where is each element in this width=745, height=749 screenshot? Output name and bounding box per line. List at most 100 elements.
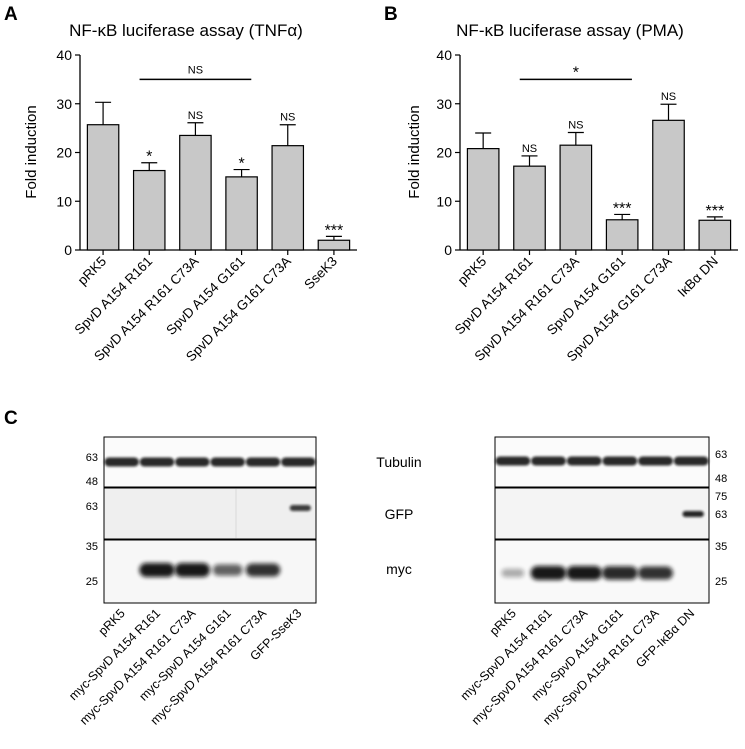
chart-a-category-label: SseK3	[301, 254, 340, 293]
chart-a-category-label: SpvD A154 R161	[72, 254, 156, 338]
blot-right-marker-63-tubulin: 63	[715, 449, 727, 461]
chart-a-ylabel: Fold induction	[23, 105, 40, 198]
blot-right-gfp-bands	[682, 511, 704, 517]
chart-b-title: NF-κB luciferase assay (PMA)	[456, 21, 684, 40]
blot-right-myc-band	[638, 566, 673, 580]
chart-a-category-label: pRK5	[75, 254, 109, 288]
blot-right-marker-48-tubulin: 48	[715, 473, 727, 485]
chart-a-bar	[86, 124, 120, 251]
blot-left-tubulin-bands	[104, 457, 316, 467]
blot-row-label-gfp: GFP	[385, 506, 414, 522]
blot-right-lane-label: pRK5	[487, 606, 519, 638]
blot-right-marker-75-gfp: 75	[715, 491, 727, 503]
blot-left-marker-63-tubulin: 63	[86, 452, 98, 464]
chart-b-bar	[698, 219, 732, 251]
blot-left-marker-48-tubulin: 48	[86, 476, 98, 488]
blot-row-label-myc: myc	[386, 561, 412, 577]
chart-b-category-label: SpvD A154 G161	[544, 254, 628, 338]
chart-b-bar	[466, 148, 500, 251]
blot-right-myc-band	[602, 566, 638, 580]
blot-right-myc-bands	[501, 566, 673, 580]
chart-b-bar	[559, 144, 593, 251]
chart-b-significance-label: NS	[522, 143, 537, 155]
panel-letter-a: A	[4, 4, 18, 25]
panel-letter-b: B	[384, 4, 398, 25]
blot-left-myc-band	[245, 563, 281, 577]
chart-b-category-label: IκBα DN	[675, 254, 721, 300]
blot-left-gfp-panel	[103, 487, 317, 540]
blot-right-tubulin-band	[495, 456, 531, 466]
blot-right-myc-band	[501, 568, 525, 578]
chart-b-ytick-label: 30	[436, 96, 452, 112]
blot-left-tubulin-band	[245, 457, 281, 467]
blot-right-tubulin-panel	[494, 436, 710, 488]
chart-b-bar	[605, 219, 639, 251]
chart-b: NF-κB luciferase assay (PMA) Fold induct…	[406, 21, 738, 364]
blot-right-myc-band	[566, 566, 602, 580]
chart-a-comparison-label: NS	[188, 64, 203, 76]
chart-a-ytick-label: 10	[56, 193, 72, 209]
blot-left-marker-63-gfp: 63	[86, 501, 98, 513]
blot-left-gfp-bands	[289, 505, 311, 511]
chart-b-category-label: pRK5	[455, 254, 489, 288]
chart-a-ytick-label: 40	[56, 47, 72, 63]
blot-right-tubulin-band	[673, 456, 709, 466]
blot-right-gfp-panel	[494, 487, 710, 540]
chart-a-bar	[225, 176, 258, 251]
chart-b-ytick-label: 20	[436, 145, 452, 161]
chart-a-bar	[179, 134, 212, 251]
blot-right-tubulin-band	[566, 456, 602, 466]
chart-a-significance-label: *	[238, 156, 244, 173]
chart-b-bar	[513, 165, 546, 251]
chart-b-comparison-label: *	[573, 64, 579, 81]
chart-b-ylabel: Fold induction	[406, 105, 423, 198]
chart-b-category-label: SpvD A154 R161	[452, 254, 536, 338]
chart-a-category-label: SpvD A154 G161	[163, 254, 247, 338]
blot-right-myc-panel	[494, 539, 710, 604]
blot-left-myc-band	[174, 563, 210, 577]
blot-right-gfp-band	[682, 511, 704, 517]
blot-left-myc-bands	[139, 563, 281, 577]
chart-a-significance-label: NS	[188, 110, 203, 122]
chart-a-significance-label: *	[146, 149, 152, 166]
blot-right-tubulin-band	[638, 456, 673, 466]
blot-left-lane-label: pRK5	[96, 606, 128, 638]
chart-a-title: NF-κB luciferase assay (TNFα)	[69, 21, 303, 40]
chart-b-ytick-label: 0	[444, 242, 452, 258]
chart-b-significance-label: ***	[705, 203, 724, 220]
chart-b-bar	[652, 119, 685, 251]
blot-row-label-tubulin: Tubulin	[376, 454, 421, 470]
chart-a-significance-label: ***	[325, 222, 344, 239]
blot-left-tubulin-band	[210, 457, 245, 467]
chart-b-significance-label: NS	[568, 120, 583, 132]
blot-right-marker-63-gfp: 63	[715, 509, 727, 521]
blot-right-tubulin-bands	[495, 456, 709, 466]
blot-left-marker-35-myc: 35	[86, 541, 98, 553]
blot-right-myc-band	[530, 566, 567, 580]
blot-left-tubulin-panel	[103, 436, 317, 488]
blot-left-myc-band	[139, 563, 175, 577]
blot-left-tubulin-band	[175, 457, 210, 467]
blot-left-myc-panel	[103, 539, 317, 604]
blot-right-marker-25-myc: 25	[715, 576, 727, 588]
chart-a-bar	[132, 169, 166, 251]
chart-a-bar	[317, 239, 351, 251]
blot-left-myc-band	[212, 564, 243, 576]
chart-a-ytick-label: 30	[56, 96, 72, 112]
blot-left-gfp-band	[289, 505, 311, 511]
chart-b-ytick-label: 10	[436, 193, 452, 209]
chart-a-ytick-label: 20	[56, 145, 72, 161]
chart-a-ytick-label: 0	[64, 242, 72, 258]
panel-letter-c: C	[4, 408, 18, 429]
chart-a: NF-κB luciferase assay (TNFα) Fold induc…	[23, 21, 357, 364]
chart-b-significance-label: ***	[613, 200, 632, 217]
chart-a-significance-label: NS	[280, 112, 295, 124]
blot-left-tubulin-band	[139, 457, 175, 467]
